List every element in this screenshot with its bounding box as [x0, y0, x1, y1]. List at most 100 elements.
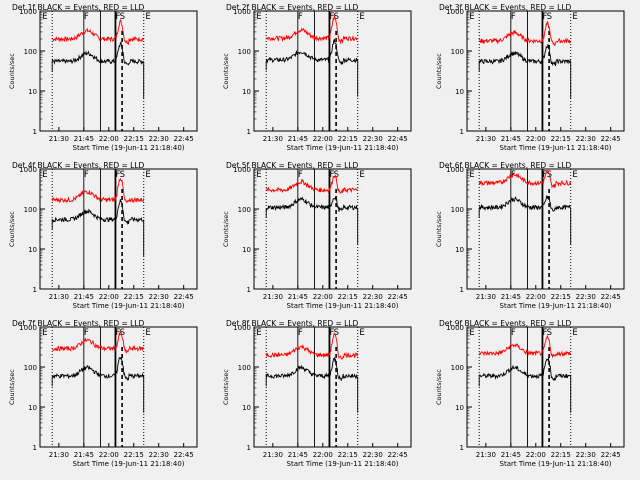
panel-4: Det 4f BLACK = Events, RED = LLD Counts/s…: [8, 161, 198, 310]
x-axis-label: Start Time (19-Jun-11 21:18:40): [73, 460, 185, 468]
marker-f: F: [84, 170, 89, 180]
marker-e: E: [145, 328, 150, 338]
x-tick-label: 22:00: [99, 293, 119, 301]
y-axis-label: Counts/sec: [435, 369, 443, 405]
marker-s: S: [547, 328, 552, 338]
marker-f: F: [115, 12, 120, 22]
x-tick-label: 22:15: [338, 451, 358, 459]
panel-7: Det 7f BLACK = Events, RED = LLD Counts/s…: [8, 319, 198, 468]
x-tick-label: 21:45: [288, 451, 308, 459]
x-axis-label: Start Time (19-Jun-11 21:18:40): [73, 302, 185, 310]
x-tick-label: 21:45: [74, 293, 94, 301]
panel-title: Det 8f BLACK = Events, RED = LLD: [226, 319, 359, 328]
x-tick-label: 21:30: [476, 451, 496, 459]
events-series: [265, 38, 359, 97]
x-axis-label: Start Time (19-Jun-11 21:18:40): [500, 460, 612, 468]
y-tick-label: 10: [28, 404, 37, 412]
plot-frame: [466, 326, 625, 448]
y-tick-label: 1: [247, 286, 251, 294]
events-series: [478, 195, 572, 245]
x-tick-label: 22:45: [388, 451, 408, 459]
y-tick-label: 10: [28, 246, 37, 254]
y-tick-label: 1000: [233, 8, 251, 16]
y-tick-label: 1000: [446, 166, 464, 174]
y-tick-label: 1000: [233, 166, 251, 174]
panel-6: Det 6f BLACK = Events, RED = LLD Counts/s…: [435, 161, 625, 310]
plot-frame: [466, 10, 625, 132]
marker-e: E: [42, 328, 47, 338]
x-tick-label: 22:30: [576, 451, 596, 459]
x-axis-label: Start Time (19-Jun-11 21:18:40): [287, 460, 399, 468]
lld-series: [51, 19, 144, 46]
x-tick-label: 21:45: [74, 451, 94, 459]
y-tick-label: 1000: [19, 166, 37, 174]
x-tick-label: 22:00: [526, 451, 546, 459]
plot-frame: [39, 168, 198, 290]
x-tick-label: 21:45: [288, 293, 308, 301]
lld-series: [478, 20, 571, 47]
panel-9: Det 9f BLACK = Events, RED = LLD Counts/s…: [435, 319, 625, 468]
marker-f: F: [298, 170, 303, 180]
events-series: [51, 41, 145, 99]
x-tick-label: 22:15: [551, 293, 571, 301]
x-tick-label: 22:15: [338, 293, 358, 301]
y-tick-label: 100: [238, 206, 251, 214]
x-tick-label: 22:30: [149, 293, 169, 301]
x-tick-label: 21:30: [263, 135, 283, 143]
y-tick-label: 1000: [233, 324, 251, 332]
x-tick-label: 21:30: [49, 135, 69, 143]
y-tick-label: 100: [24, 206, 37, 214]
marker-e: E: [359, 170, 364, 180]
marker-e: E: [469, 328, 474, 338]
y-tick-label: 10: [242, 404, 251, 412]
x-tick-label: 22:45: [601, 135, 621, 143]
events-series: [265, 356, 359, 413]
x-axis-label: Start Time (19-Jun-11 21:18:40): [500, 144, 612, 152]
marker-f: F: [298, 12, 303, 22]
panel-2: Det 2f BLACK = Events, RED = LLD Counts/s…: [222, 3, 412, 152]
y-tick-label: 1: [460, 286, 464, 294]
lld-series: [265, 14, 359, 45]
plot-frame: [39, 326, 198, 448]
y-tick-label: 100: [238, 48, 251, 56]
y-tick-label: 1: [33, 128, 37, 136]
x-tick-label: 22:00: [313, 293, 333, 301]
marker-f: F: [542, 328, 547, 338]
y-tick-label: 1000: [446, 324, 464, 332]
marker-e: E: [145, 12, 150, 22]
x-tick-label: 22:30: [363, 135, 383, 143]
x-tick-label: 21:30: [49, 451, 69, 459]
panel-1: Det 1f BLACK = Events, RED = LLD Counts/s…: [8, 3, 198, 152]
x-tick-label: 22:15: [551, 451, 571, 459]
panel-title: Det 2f BLACK = Events, RED = LLD: [226, 3, 359, 12]
y-axis-label: Counts/sec: [8, 369, 16, 405]
marker-e: E: [469, 12, 474, 22]
lld-series: [478, 335, 572, 359]
y-tick-label: 1000: [19, 324, 37, 332]
marker-e: E: [572, 328, 577, 338]
x-tick-label: 21:30: [476, 293, 496, 301]
marker-f: F: [329, 328, 334, 338]
x-tick-label: 22:15: [124, 135, 144, 143]
y-tick-label: 100: [24, 364, 37, 372]
y-tick-label: 100: [451, 206, 464, 214]
marker-f: F: [542, 170, 547, 180]
events-series: [478, 44, 572, 99]
x-tick-label: 22:30: [576, 293, 596, 301]
panel-title: Det 5f BLACK = Events, RED = LLD: [226, 161, 359, 170]
x-tick-label: 22:45: [601, 451, 621, 459]
lld-series: [265, 174, 358, 194]
x-tick-label: 22:15: [124, 451, 144, 459]
marker-s: S: [120, 12, 125, 22]
marker-s: S: [120, 328, 125, 338]
panel-title: Det 3f BLACK = Events, RED = LLD: [439, 3, 572, 12]
x-axis-label: Start Time (19-Jun-11 21:18:40): [73, 144, 185, 152]
x-tick-label: 22:45: [388, 135, 408, 143]
x-tick-label: 21:30: [49, 293, 69, 301]
x-tick-label: 22:00: [313, 135, 333, 143]
plot-frame: [253, 326, 412, 448]
marker-e: E: [572, 170, 577, 180]
marker-e: E: [256, 170, 261, 180]
x-tick-label: 22:30: [149, 451, 169, 459]
